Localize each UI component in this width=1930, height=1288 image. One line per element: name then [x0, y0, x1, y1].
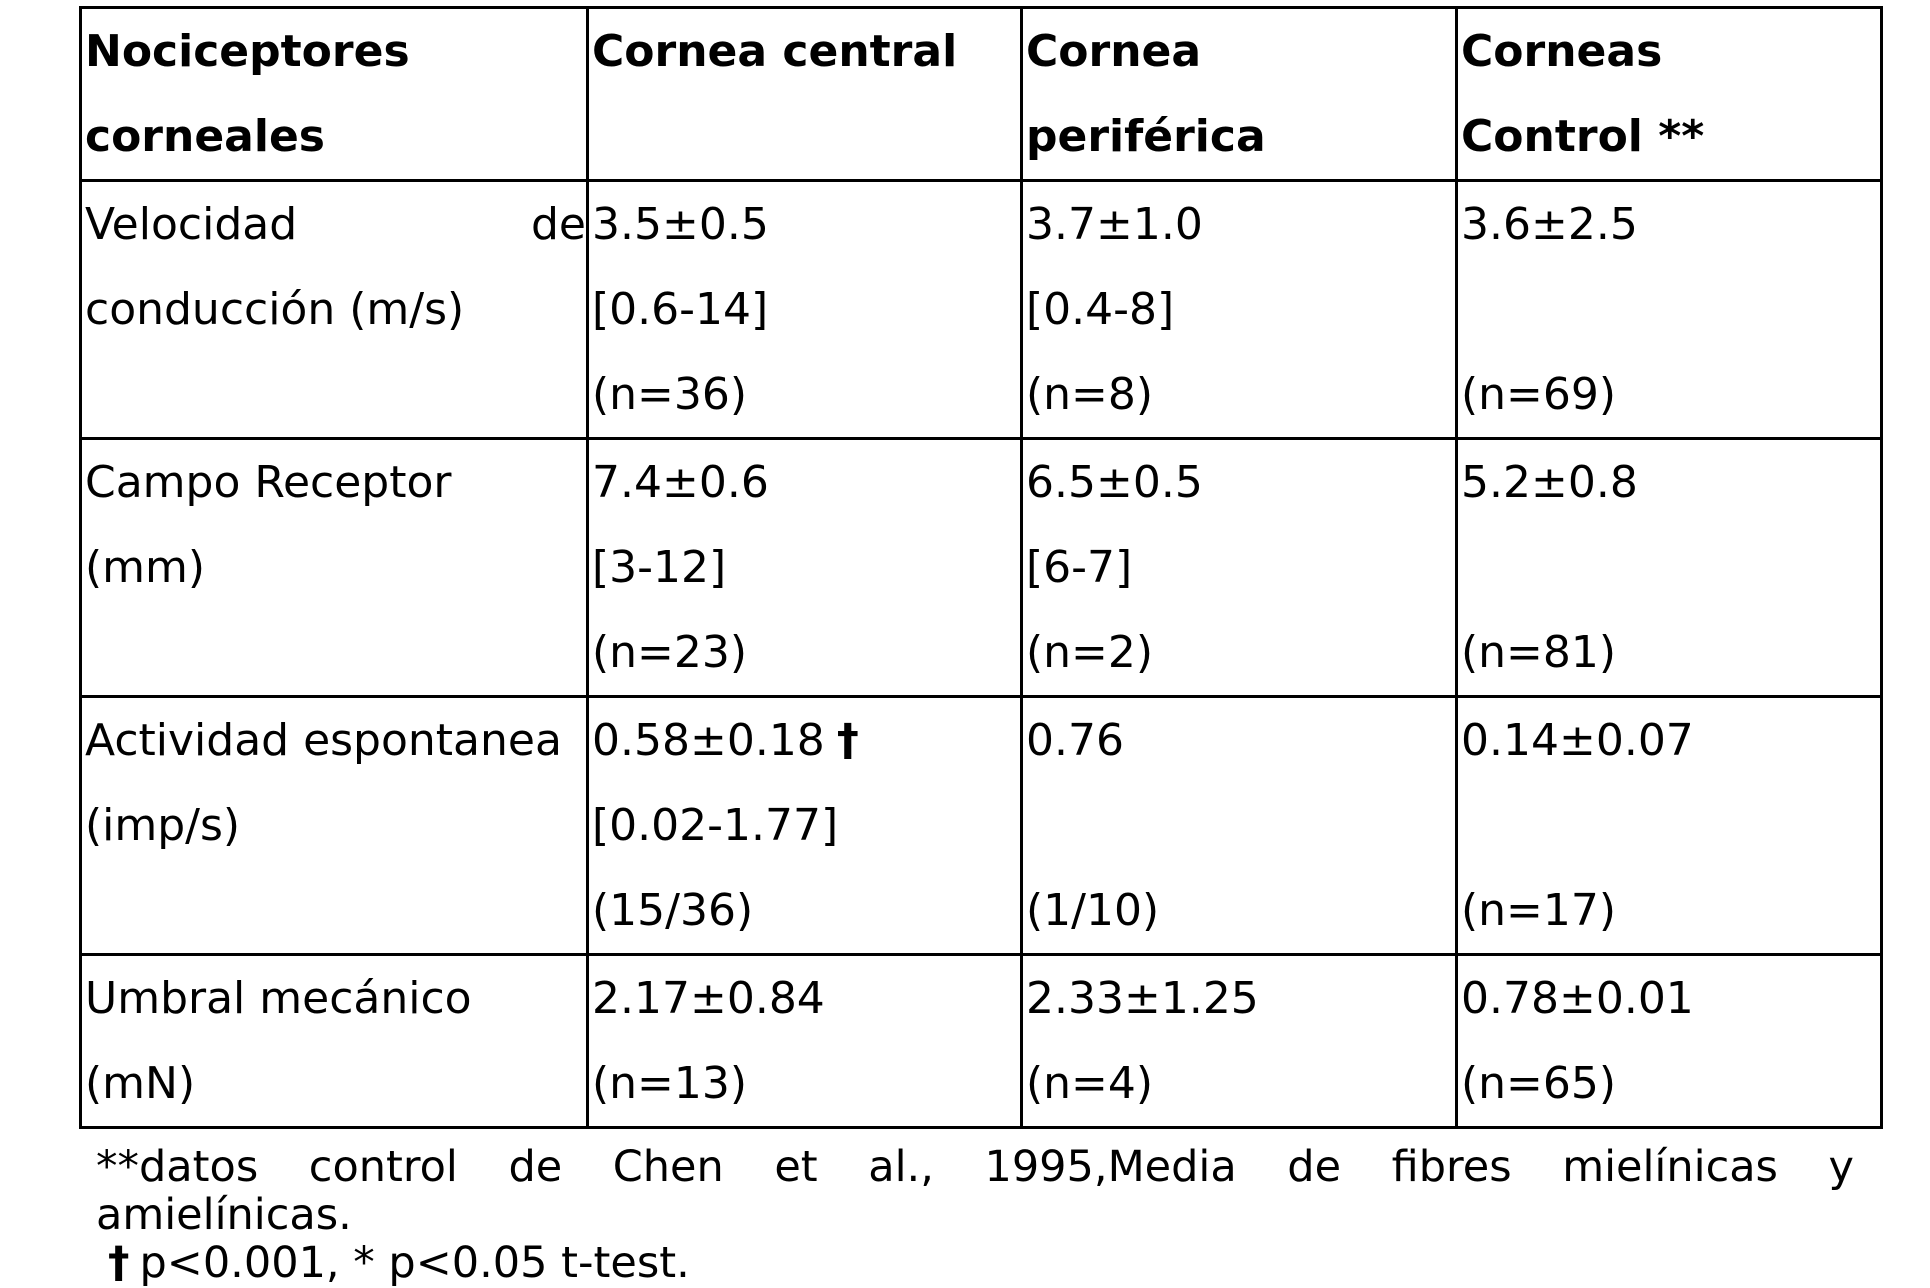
cell-central: 3.5±0.5 [0.6-14] (n=36): [586, 179, 1023, 440]
cell-range: [0.4-8]: [1026, 284, 1175, 335]
cell-count: (n=2): [1026, 627, 1154, 678]
header-nociceptors: Nociceptores corneales: [79, 6, 589, 182]
cell-central: 7.4±0.6 [3-12] (n=23): [586, 437, 1023, 698]
header-nociceptors-line-1: Nociceptores: [85, 26, 410, 77]
cell-count: (n=65): [1461, 1058, 1617, 1109]
header-peripheral-cornea-line-1: Cornea: [1026, 26, 1202, 77]
footnote-line-2: amielínicas.: [96, 1190, 352, 1240]
cell-count: (n=36): [592, 369, 748, 420]
table-footnotes: **datos control de Chen et al., 1995,Med…: [96, 1143, 1854, 1287]
row-label-line-2: (imp/s): [85, 800, 241, 851]
cell-count: (n=69): [1461, 369, 1617, 420]
cell-mean: 7.4±0.6: [592, 457, 769, 508]
header-nociceptors-line-2: corneales: [85, 111, 325, 162]
table-row: Velocidad de conducción (m/s) 3.5±0.5 [0…: [79, 179, 1883, 440]
cell-peripheral: 3.7±1.0 [0.4-8] (n=8): [1020, 179, 1458, 440]
cell-range: [3-12]: [592, 542, 727, 593]
row-label-line-2: (mm): [85, 542, 206, 593]
cell-range: [6-7]: [1026, 542, 1133, 593]
cell-mean: 3.7±1.0: [1026, 199, 1203, 250]
footnote-word: mielínicas: [1562, 1142, 1778, 1192]
cell-mean: 5.2±0.8: [1461, 457, 1638, 508]
table-header-row: Nociceptores corneales Cornea central Co…: [79, 6, 1883, 182]
footnote-word: fibres: [1391, 1142, 1512, 1192]
cell-count: (1/10): [1026, 885, 1160, 936]
cell-peripheral: 6.5±0.5 [6-7] (n=2): [1020, 437, 1458, 698]
cell-control: 0.78±0.01 (n=65): [1455, 953, 1883, 1129]
footnote-significance: p<0.001, * p<0.05 t-test.: [139, 1238, 690, 1288]
table-row: Campo Receptor (mm) 7.4±0.6 [3-12] (n=23…: [79, 437, 1883, 698]
footnote-line-3: † p<0.001, * p<0.05 t-test.: [96, 1239, 1854, 1287]
cell-mean: 2.17±0.84: [592, 973, 825, 1024]
header-central-cornea-line-1: Cornea central: [592, 26, 958, 77]
cell-count: (n=23): [592, 627, 748, 678]
cell-spacer: [1026, 783, 1455, 868]
cell-peripheral: 0.76 (1/10): [1020, 695, 1458, 956]
data-table-container: Nociceptores corneales Cornea central Co…: [79, 6, 1883, 1129]
cell-mean: 2.33±1.25: [1026, 973, 1259, 1024]
row-label-receptive-field: Campo Receptor (mm): [79, 437, 589, 698]
footnote-word: Chen: [612, 1142, 724, 1192]
dagger-marker: †: [836, 715, 859, 766]
cell-count: (n=17): [1461, 885, 1617, 936]
cell-spacer: [1461, 267, 1880, 352]
dagger-marker: †: [108, 1238, 130, 1288]
cell-central: 2.17±0.84 (n=13): [586, 953, 1023, 1129]
cell-spacer: [1461, 783, 1880, 868]
footnote-word: y: [1828, 1142, 1854, 1192]
footnote-word: 1995,Media: [984, 1142, 1237, 1192]
cell-count: (15/36): [592, 885, 754, 936]
cell-mean: 3.6±2.5: [1461, 199, 1638, 250]
cell-mean: 0.14±0.07: [1461, 715, 1694, 766]
cell-control: 3.6±2.5 (n=69): [1455, 179, 1883, 440]
header-control-corneas-line-2: Control **: [1461, 111, 1705, 162]
row-label-line-2: conducción (m/s): [85, 284, 465, 335]
footnote-word: al.,: [868, 1142, 934, 1192]
header-central-cornea: Cornea central: [586, 6, 1023, 182]
row-label-line-1: Actividad espontanea: [85, 715, 562, 766]
cell-mean-line: 0.58±0.18 †: [592, 698, 1020, 783]
cell-peripheral: 2.33±1.25 (n=4): [1020, 953, 1458, 1129]
cell-mean: 0.76: [1026, 715, 1124, 766]
cell-count: (n=13): [592, 1058, 748, 1109]
cell-spacer: [1461, 525, 1880, 610]
cell-count: (n=4): [1026, 1058, 1154, 1109]
table-row: Umbral mecánico (mN) 2.17±0.84 (n=13) 2.…: [79, 953, 1883, 1129]
cell-mean: 3.5±0.5: [592, 199, 769, 250]
row-label-word: de: [531, 199, 586, 250]
footnote-word: control: [308, 1142, 458, 1192]
cell-mean: 6.5±0.5: [1026, 457, 1203, 508]
cell-range: [0.6-14]: [592, 284, 769, 335]
footnote-word: de: [508, 1142, 563, 1192]
row-label-conduction-velocity: Velocidad de conducción (m/s): [79, 179, 589, 440]
footnote-word: de: [1287, 1142, 1342, 1192]
row-label-word: Velocidad: [85, 199, 298, 250]
cell-count: (n=8): [1026, 369, 1154, 420]
footnote-word: **datos: [96, 1142, 259, 1192]
cell-central: 0.58±0.18 † [0.02-1.77] (15/36): [586, 695, 1023, 956]
row-label-line-1: Campo Receptor: [85, 457, 452, 508]
cell-control: 5.2±0.8 (n=81): [1455, 437, 1883, 698]
row-label-mechanical-threshold: Umbral mecánico (mN): [79, 953, 589, 1129]
footnote-line-1: **datos control de Chen et al., 1995,Med…: [96, 1143, 1854, 1191]
row-label-spontaneous-activity: Actividad espontanea (imp/s): [79, 695, 589, 956]
cell-mean: 0.78±0.01: [1461, 973, 1694, 1024]
cell-count: (n=81): [1461, 627, 1617, 678]
row-label-line-1: Velocidad de: [85, 182, 586, 267]
cell-control: 0.14±0.07 (n=17): [1455, 695, 1883, 956]
header-control-corneas: Corneas Control **: [1455, 6, 1883, 182]
header-peripheral-cornea: Cornea periférica: [1020, 6, 1458, 182]
table-row: Actividad espontanea (imp/s) 0.58±0.18 † …: [79, 695, 1883, 956]
footnote-word: et: [774, 1142, 818, 1192]
nociceptor-comparison-table: Nociceptores corneales Cornea central Co…: [79, 6, 1883, 1129]
header-peripheral-cornea-line-2: periférica: [1026, 111, 1266, 162]
cell-mean: 0.58±0.18: [592, 715, 825, 766]
cell-range: [0.02-1.77]: [592, 800, 839, 851]
header-control-corneas-line-1: Corneas: [1461, 26, 1663, 77]
row-label-line-1: Umbral mecánico: [85, 973, 472, 1024]
row-label-line-2: (mN): [85, 1058, 196, 1109]
